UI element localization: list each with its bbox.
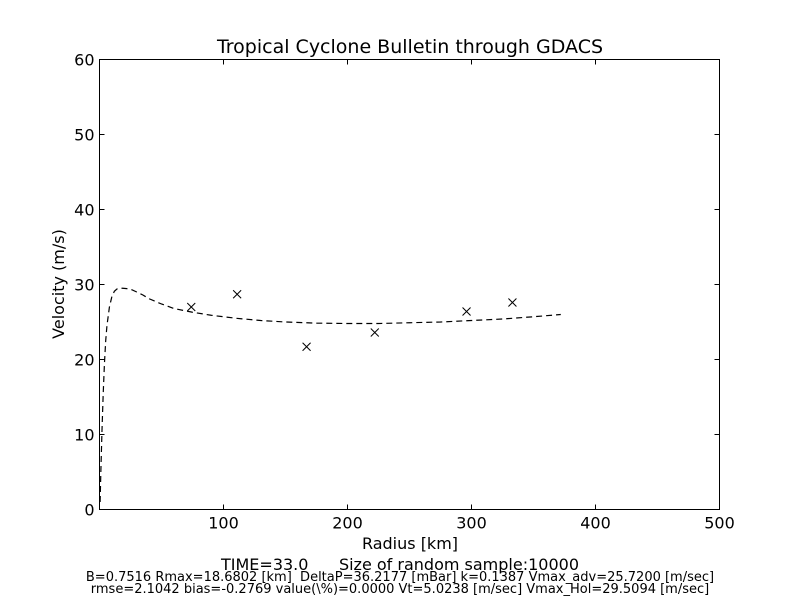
- parameter-line-2: rmse=2.1042 bias=-0.2769 value(\%)=0.000…: [90, 582, 710, 597]
- observation-marker: [186, 302, 196, 312]
- chart-title: Tropical Cyclone Bulletin through GDACS: [216, 36, 603, 58]
- observation-marker: [462, 307, 471, 316]
- y-tick-label: 60: [74, 51, 94, 70]
- parameter-line-1: B=0.7516 Rmax=18.6802 [km] DeltaP=36.217…: [85, 570, 715, 585]
- y-tick-label: 0: [84, 501, 94, 520]
- series-layer: [99, 287, 561, 503]
- observation-marker: [302, 342, 311, 352]
- observation-marker: [232, 289, 242, 299]
- y-tick-labels: 0 10 20 30 40 50 60: [74, 51, 94, 520]
- y-axis-label: Velocity (m/s): [49, 229, 68, 339]
- plot-area-frame: [99, 59, 720, 510]
- observation-marker: [370, 328, 380, 337]
- y-tick-label: 20: [74, 351, 94, 370]
- time-sample-line: TIME=33.0 Size of random sample:10000: [221, 555, 579, 574]
- y-tick-label: 10: [74, 426, 94, 445]
- x-tick-labels: 100 200 300 400 500: [208, 514, 735, 533]
- x-tick-label: 300: [456, 514, 487, 533]
- axis-ticks: [99, 59, 720, 510]
- x-tick-label: 200: [332, 514, 363, 533]
- observation-marker: [508, 298, 517, 307]
- x-tick-label: 100: [208, 514, 239, 533]
- y-tick-label: 40: [74, 201, 94, 220]
- y-tick-label: 30: [74, 276, 94, 295]
- model-velocity-curve: [99, 287, 561, 503]
- x-tick-label: 400: [580, 514, 611, 533]
- x-axis-label: Radius [km]: [362, 534, 458, 553]
- y-tick-label: 50: [74, 126, 94, 145]
- x-tick-label: 500: [704, 514, 735, 533]
